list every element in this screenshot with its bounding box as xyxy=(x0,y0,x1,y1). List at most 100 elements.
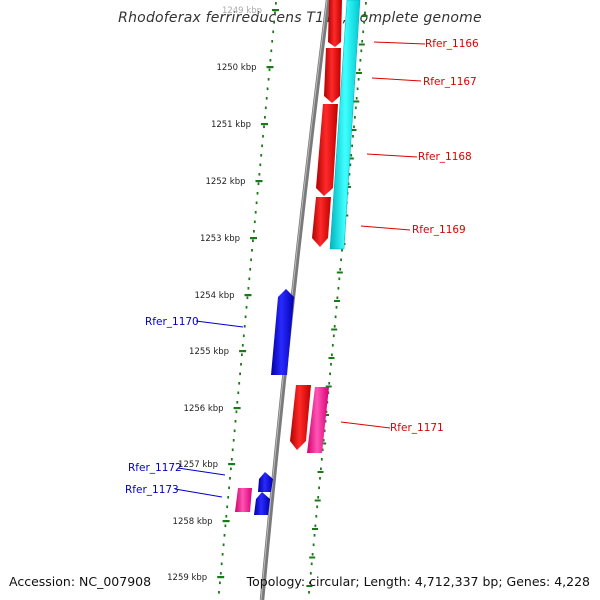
major-tick xyxy=(250,237,257,240)
gene-shape-rfer-1172[interactable] xyxy=(258,472,273,492)
track-dot xyxy=(254,211,257,214)
track-dot xyxy=(318,486,320,490)
tick-label: 1256 kbp xyxy=(184,404,224,414)
minor-tick xyxy=(361,15,368,17)
tick-label: 1254 kbp xyxy=(194,291,234,301)
callout-line-rfer-1171 xyxy=(340,421,391,429)
tick-label: 1250 kbp xyxy=(216,63,256,73)
gene-label-rfer-1168[interactable]: Rfer_1168 xyxy=(418,151,472,163)
gene-label-rfer-1170[interactable]: Rfer_1170 xyxy=(145,316,199,328)
genome-backbone xyxy=(259,0,331,600)
track-dot xyxy=(338,277,341,281)
track-dot xyxy=(312,543,315,547)
minor-tick xyxy=(350,129,357,131)
pink-feature-1173[interactable] xyxy=(235,488,252,512)
track-dot xyxy=(270,49,273,53)
track-dot xyxy=(337,287,340,290)
callout-line-rfer-1170 xyxy=(195,320,244,328)
track-dot xyxy=(259,163,262,167)
gene-label-rfer-1171[interactable]: Rfer_1171 xyxy=(390,422,444,434)
gene-shape-rfer-1170[interactable] xyxy=(271,289,294,375)
track-dot xyxy=(355,97,358,100)
track-dot xyxy=(253,230,255,233)
genome-title: Rhodoferax ferrireducens T118, complete … xyxy=(118,10,482,26)
track-dot xyxy=(226,505,229,509)
track-dot xyxy=(260,154,263,157)
track-dot xyxy=(261,144,263,148)
accession-text: Accession: NC_007908 xyxy=(9,574,152,589)
track-dot xyxy=(223,534,226,537)
track-dot xyxy=(231,448,234,452)
track-dot xyxy=(351,144,353,148)
minor-tick xyxy=(331,328,338,331)
gene-label-rfer-1169[interactable]: Rfer_1169 xyxy=(412,224,466,236)
gene-label-rfer-1173[interactable]: Rfer_1173 xyxy=(125,484,179,496)
track-dot xyxy=(258,173,261,176)
gene-label-rfer-1166[interactable]: Rfer_1166 xyxy=(425,38,479,50)
track-dot xyxy=(320,458,323,461)
track-dot xyxy=(222,543,225,547)
cyan-feature[interactable] xyxy=(329,0,361,250)
major-tick xyxy=(222,520,230,523)
track-dot xyxy=(341,249,343,252)
major-tick xyxy=(244,294,252,297)
track-dot xyxy=(230,467,232,471)
minor-tick xyxy=(336,271,343,274)
track-dot xyxy=(364,11,366,15)
pink-feature-1171[interactable] xyxy=(307,387,329,453)
track-dot xyxy=(274,11,276,15)
track-dot xyxy=(315,515,318,518)
track-dot xyxy=(256,192,259,195)
gene-shape-rfer-1173[interactable] xyxy=(254,492,270,515)
gene-shape-rfer-1166[interactable] xyxy=(328,0,342,47)
minor-tick xyxy=(334,300,340,302)
track-dot xyxy=(320,467,322,471)
tick-label: 1253 kbp xyxy=(200,234,240,244)
track-dot xyxy=(225,515,228,518)
track-dot xyxy=(252,239,254,243)
gene-label-rfer-1167[interactable]: Rfer_1167 xyxy=(423,76,477,88)
minor-tick xyxy=(306,585,313,587)
major-tick xyxy=(228,463,236,466)
track-dot xyxy=(363,21,365,24)
gene-callouts: Rfer_1166 Rfer_1167 Rfer_1168 Rfer_1169 … xyxy=(125,38,479,498)
callout-line-rfer-1173 xyxy=(174,488,223,498)
track-dot xyxy=(331,353,333,357)
track-dot xyxy=(323,429,326,433)
track-dot xyxy=(264,106,267,110)
major-tick xyxy=(233,407,241,410)
track-dot xyxy=(227,496,230,499)
track-dot xyxy=(255,201,258,205)
track-dot xyxy=(236,401,239,404)
track-dot xyxy=(308,591,310,594)
track-dot xyxy=(272,30,275,34)
track-dot xyxy=(268,68,271,72)
gene-label-rfer-1172[interactable]: Rfer_1172 xyxy=(128,462,182,474)
gene-shape-rfer-1171[interactable] xyxy=(290,385,311,450)
track-dot xyxy=(265,97,268,100)
track-dot xyxy=(229,477,231,480)
track-dot xyxy=(249,268,252,271)
track-dot xyxy=(230,458,233,461)
track-dot xyxy=(328,382,331,385)
callout-line-rfer-1166 xyxy=(373,41,426,45)
track-dot xyxy=(354,116,356,119)
track-dot xyxy=(245,306,248,309)
track-dot xyxy=(325,410,328,414)
gene-shape-rfer-1167[interactable] xyxy=(324,48,341,103)
track-dot xyxy=(246,296,249,300)
minor-tick xyxy=(325,385,332,388)
gene-shape-rfer-1168[interactable] xyxy=(316,104,338,196)
track-dot xyxy=(257,182,260,186)
track-dot xyxy=(362,30,365,34)
track-dot xyxy=(322,439,325,442)
gene-shape-rfer-1169[interactable] xyxy=(312,197,331,247)
tick-label: 1257 kbp xyxy=(178,460,218,470)
track-dot xyxy=(241,353,243,357)
track-dot xyxy=(349,163,352,167)
callout-line-rfer-1172 xyxy=(177,467,226,476)
track-dot xyxy=(313,534,316,537)
track-dot xyxy=(237,391,240,395)
track-dot xyxy=(356,87,359,91)
